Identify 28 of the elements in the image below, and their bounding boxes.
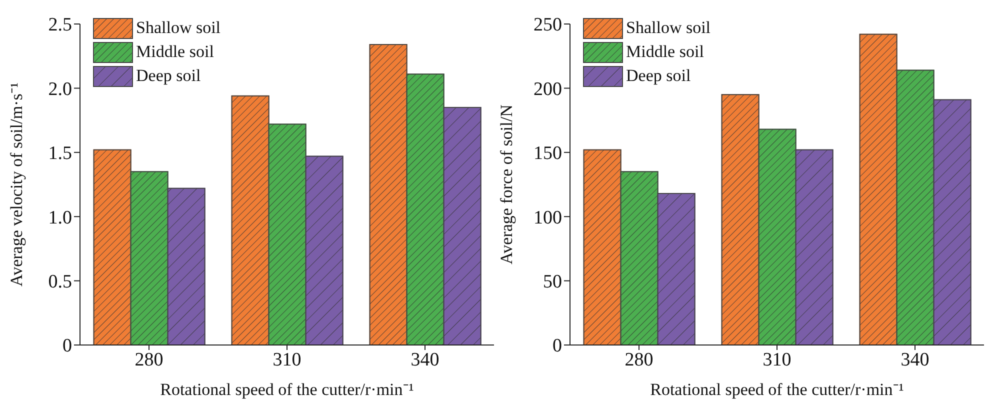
- y-tick-label: 250: [534, 14, 562, 36]
- x-tick-label: 310: [762, 349, 792, 370]
- legend-label: Deep soil: [626, 65, 691, 87]
- legend-label: Shallow soil: [626, 17, 711, 39]
- legend-label: Deep soil: [136, 65, 201, 87]
- legend-label: Middle soil: [136, 41, 214, 63]
- x-tick-label: 280: [134, 349, 164, 370]
- x-tick-label: 340: [410, 349, 440, 370]
- x-axis-title: Rotational speed of the cutter/r·min⁻¹: [160, 380, 414, 399]
- y-axis-title: Average force of soil/N: [497, 104, 516, 264]
- y-tick-label: 2.0: [48, 78, 72, 100]
- y-tick-label: 200: [534, 78, 562, 100]
- legend-label: Middle soil: [626, 41, 704, 63]
- y-tick-label: 0: [62, 336, 72, 357]
- x-tick-label: 340: [900, 349, 930, 370]
- y-axis-title: Average velocity of soil/m·s⁻¹: [7, 82, 26, 286]
- x-axis-title: Rotational speed of the cutter/r·min⁻¹: [650, 380, 904, 399]
- x-tick-label: 310: [272, 349, 302, 370]
- y-tick-label: 2.5: [48, 14, 72, 36]
- y-tick-label: 50: [543, 272, 562, 293]
- y-tick-label: 1.0: [48, 207, 72, 228]
- y-tick-label: 1.5: [48, 143, 72, 164]
- y-tick-label: 0.5: [48, 272, 72, 293]
- legend-label: Shallow soil: [136, 17, 221, 39]
- y-tick-label: 100: [534, 207, 562, 228]
- y-tick-label: 0: [552, 336, 562, 357]
- x-tick-label: 280: [624, 349, 654, 370]
- y-tick-label: 150: [534, 143, 562, 164]
